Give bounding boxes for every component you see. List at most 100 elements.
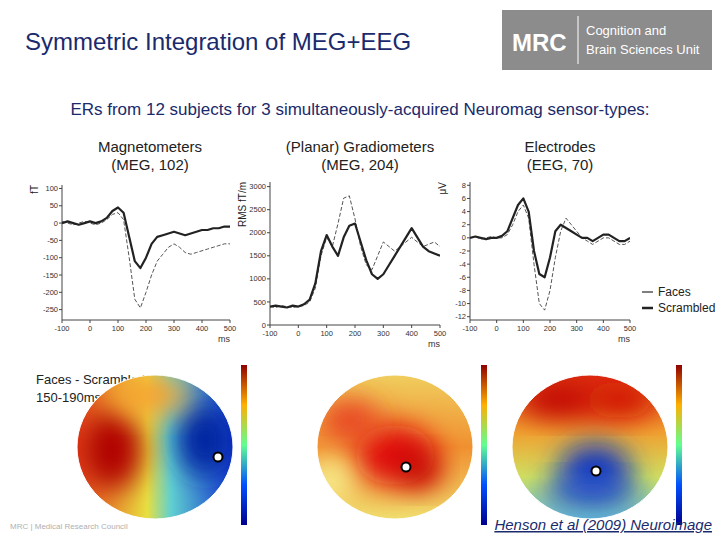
topomap-outline <box>512 375 668 519</box>
y-tick-label: 2000 <box>249 228 266 237</box>
chart-title: Electrodes <box>525 138 596 155</box>
y-tick <box>467 211 470 212</box>
legend-swatch <box>642 307 653 310</box>
slide: Symmetric Integration of MEG+EEGMRCCogni… <box>0 0 720 540</box>
y-tick-label: 0 <box>462 233 466 242</box>
y-tick <box>467 198 470 199</box>
series-line <box>62 208 230 269</box>
x-tick-label: 500 <box>224 324 237 333</box>
y-tick <box>467 237 470 238</box>
x-tick <box>90 320 91 323</box>
topomap <box>75 372 235 522</box>
topomap-outline <box>77 375 233 519</box>
x-tick-label: 100 <box>112 324 125 333</box>
x-tick <box>550 320 551 323</box>
y-tick-label: 8 <box>462 181 466 190</box>
plot-area <box>270 196 440 308</box>
subtitle: ERs from 12 subjects for 3 simultaneousl… <box>70 100 649 119</box>
canvas: Symmetric Integration of MEG+EEGMRCCogni… <box>0 0 720 540</box>
x-tick <box>355 325 356 328</box>
chart: (Planar) Gradiometers(MEG, 204)RMS fT/m0… <box>237 138 447 349</box>
y-tick-label: -50 <box>47 236 58 245</box>
y-axis-label: fT <box>29 185 40 194</box>
title: Symmetric Integration of MEG+EEG <box>25 28 411 55</box>
x-tick-label: -100 <box>54 324 69 333</box>
topomap-base <box>75 372 235 522</box>
y-tick <box>59 309 62 310</box>
y-tick-label: 3000 <box>249 182 266 191</box>
x-tick-label: -100 <box>262 329 277 338</box>
legend-swatch <box>642 291 653 293</box>
y-tick <box>59 275 62 276</box>
y-tick <box>267 209 270 210</box>
y-tick <box>467 316 470 317</box>
x-tick <box>118 320 119 323</box>
y-tick-label: 50 <box>50 201 58 210</box>
chart-title: (EEG, 70) <box>527 156 594 173</box>
topomap-base <box>315 372 475 522</box>
y-tick <box>467 303 470 304</box>
x-tick <box>230 320 231 323</box>
sensor-marker <box>592 467 601 476</box>
x-tick <box>326 325 327 328</box>
x-tick <box>440 325 441 328</box>
y-tick-label: 1000 <box>249 274 266 283</box>
x-tick <box>298 325 299 328</box>
y-tick-label: 500 <box>253 298 266 307</box>
chart: Magnetometers(MEG, 102) fT -250 -200 -150 -10… <box>29 138 237 344</box>
x-tick <box>383 325 384 328</box>
y-tick <box>467 251 470 252</box>
logo-text: MRC <box>512 29 567 56</box>
y-tick-label: 1500 <box>249 251 266 260</box>
y-tick <box>267 278 270 279</box>
y-tick-label: 2 <box>462 220 466 229</box>
y-tick <box>267 186 270 187</box>
y-tick-label: -150 <box>43 271 58 280</box>
y-tick-label: -200 <box>43 288 58 297</box>
y-tick <box>59 257 62 258</box>
y-tick-label: 100 <box>45 184 58 193</box>
x-tick <box>523 320 524 323</box>
x-tick-label: 200 <box>544 324 557 333</box>
colorbar <box>481 365 487 525</box>
x-axis-label: ms <box>428 339 440 349</box>
y-tick-label: -250 <box>43 305 58 314</box>
colorbar <box>676 365 682 525</box>
sensor-marker <box>402 463 411 472</box>
topomap-blob <box>82 410 142 490</box>
x-tick-label: 0 <box>296 329 300 338</box>
logo-text: Brain Sciences Unit <box>586 42 700 57</box>
topomap-blob <box>544 476 636 504</box>
topomap-blob <box>585 382 655 418</box>
y-tick <box>267 255 270 256</box>
legend-label: Faces <box>658 285 691 299</box>
series-line <box>470 198 630 277</box>
series-line <box>62 213 230 308</box>
topomap-label: 150-190ms <box>36 390 102 405</box>
series-line <box>270 224 440 308</box>
x-tick <box>270 325 271 328</box>
x-tick-label: 300 <box>168 324 181 333</box>
topomap-base <box>510 372 670 522</box>
x-tick <box>146 320 147 323</box>
y-tick-label: -6 <box>459 273 466 282</box>
sensor-marker <box>214 453 223 462</box>
chart-title: (MEG, 102) <box>111 156 189 173</box>
x-tick <box>630 320 631 323</box>
y-axis-label: μV <box>437 182 448 195</box>
y-tick-label: -12 <box>455 312 466 321</box>
y-tick-label: -8 <box>459 286 466 295</box>
y-tick-label: -4 <box>459 260 466 269</box>
y-tick <box>267 232 270 233</box>
y-tick <box>59 223 62 224</box>
y-tick <box>59 292 62 293</box>
y-axis <box>62 185 63 320</box>
x-tick-label: 300 <box>570 324 583 333</box>
x-axis-label: ms <box>618 334 630 344</box>
x-tick <box>174 320 175 323</box>
topomap-blob <box>320 400 380 440</box>
citation: Henson et al (2009) Neuroimage <box>494 516 712 533</box>
chart-title: Magnetometers <box>98 138 202 155</box>
x-tick <box>411 325 412 328</box>
x-tick <box>496 320 497 323</box>
